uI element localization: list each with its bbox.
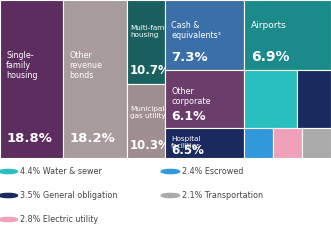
Text: 18.8%: 18.8%: [6, 132, 52, 145]
Text: 6.9%: 6.9%: [251, 50, 290, 64]
Circle shape: [0, 217, 18, 222]
Text: 10.3%: 10.3%: [130, 139, 171, 152]
Circle shape: [161, 169, 180, 174]
Circle shape: [0, 169, 18, 174]
Text: 3.5% General obligation: 3.5% General obligation: [20, 191, 117, 200]
Text: Single-
family
housing: Single- family housing: [6, 51, 38, 80]
Text: Other
corporate: Other corporate: [171, 87, 211, 106]
Text: Multi-family
housing: Multi-family housing: [130, 25, 172, 38]
Text: 10.7%: 10.7%: [130, 64, 171, 77]
Text: 6.1%: 6.1%: [171, 110, 206, 123]
Text: 2.4% Escrowed: 2.4% Escrowed: [182, 167, 243, 176]
Text: 7.3%: 7.3%: [171, 51, 208, 64]
Text: 4.4% Water & sewer: 4.4% Water & sewer: [20, 167, 102, 176]
Text: Hospital
facilities: Hospital facilities: [171, 136, 201, 149]
Text: 18.2%: 18.2%: [70, 132, 115, 145]
Text: Airports: Airports: [251, 21, 287, 30]
Text: 6.5%: 6.5%: [171, 144, 204, 157]
Text: Cash &
equivalents³: Cash & equivalents³: [171, 21, 221, 40]
Circle shape: [0, 193, 18, 198]
Text: Other
revenue
bonds: Other revenue bonds: [70, 51, 102, 80]
Text: Municipal
gas utility: Municipal gas utility: [130, 106, 166, 119]
Text: 2.8% Electric utility: 2.8% Electric utility: [20, 215, 98, 224]
Text: 2.1% Transportation: 2.1% Transportation: [182, 191, 263, 200]
Circle shape: [161, 193, 180, 198]
